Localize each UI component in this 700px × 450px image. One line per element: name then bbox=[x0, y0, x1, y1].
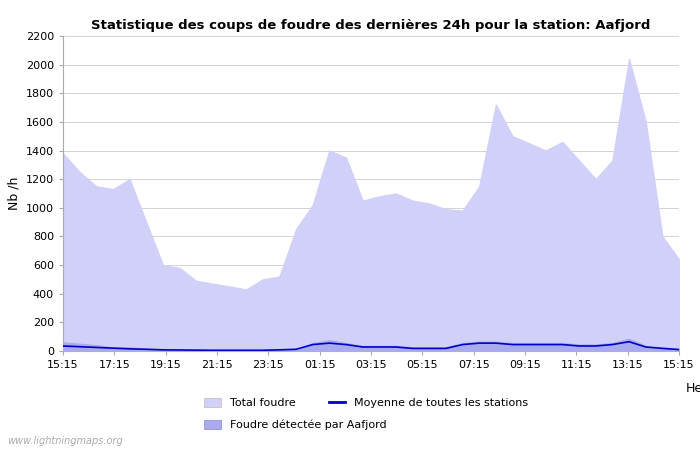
Y-axis label: Nb /h: Nb /h bbox=[7, 177, 20, 210]
Title: Statistique des coups de foudre des dernières 24h pour la station: Aafjord: Statistique des coups de foudre des dern… bbox=[91, 19, 651, 32]
Legend: Foudre détectée par Aafjord: Foudre détectée par Aafjord bbox=[204, 419, 386, 430]
Text: www.lightningmaps.org: www.lightningmaps.org bbox=[7, 436, 122, 446]
Text: Heure: Heure bbox=[686, 382, 700, 395]
